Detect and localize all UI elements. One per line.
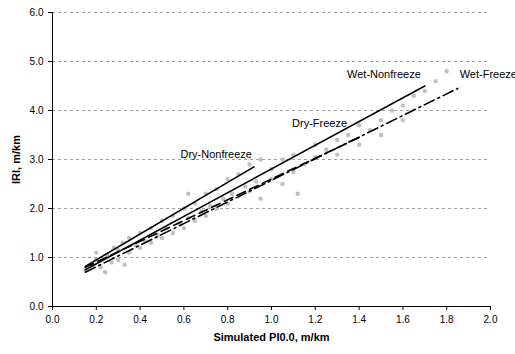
svg-text:Wet-Nonfreeze: Wet-Nonfreeze [347, 68, 421, 80]
svg-text:1.8: 1.8 [440, 314, 454, 325]
svg-text:1.0: 1.0 [265, 314, 279, 325]
svg-text:1.2: 1.2 [308, 314, 322, 325]
svg-text:1.0: 1.0 [30, 252, 44, 263]
svg-text:4.0: 4.0 [30, 105, 44, 116]
svg-text:0.6: 0.6 [177, 314, 191, 325]
svg-text:3.0: 3.0 [30, 154, 44, 165]
svg-text:1.4: 1.4 [352, 314, 366, 325]
svg-text:0.4: 0.4 [133, 314, 147, 325]
svg-text:1.6: 1.6 [396, 314, 410, 325]
svg-text:Simulated PI0.0, m/km: Simulated PI0.0, m/km [213, 331, 329, 343]
svg-text:Dry-Freeze: Dry-Freeze [292, 117, 347, 129]
svg-text:IRI, m/km: IRI, m/km [10, 135, 22, 184]
svg-text:2.0: 2.0 [30, 203, 44, 214]
svg-text:0.0: 0.0 [30, 301, 44, 312]
svg-text:0.8: 0.8 [221, 314, 235, 325]
svg-text:Wet-Freeze: Wet-Freeze [460, 68, 515, 80]
svg-text:5.0: 5.0 [30, 56, 44, 67]
svg-text:2.0: 2.0 [484, 314, 498, 325]
svg-text:Dry-Nonfreeze: Dry-Nonfreeze [180, 148, 252, 160]
svg-text:6.0: 6.0 [30, 7, 44, 18]
svg-text:0.2: 0.2 [89, 314, 103, 325]
svg-text:0.0: 0.0 [46, 314, 60, 325]
